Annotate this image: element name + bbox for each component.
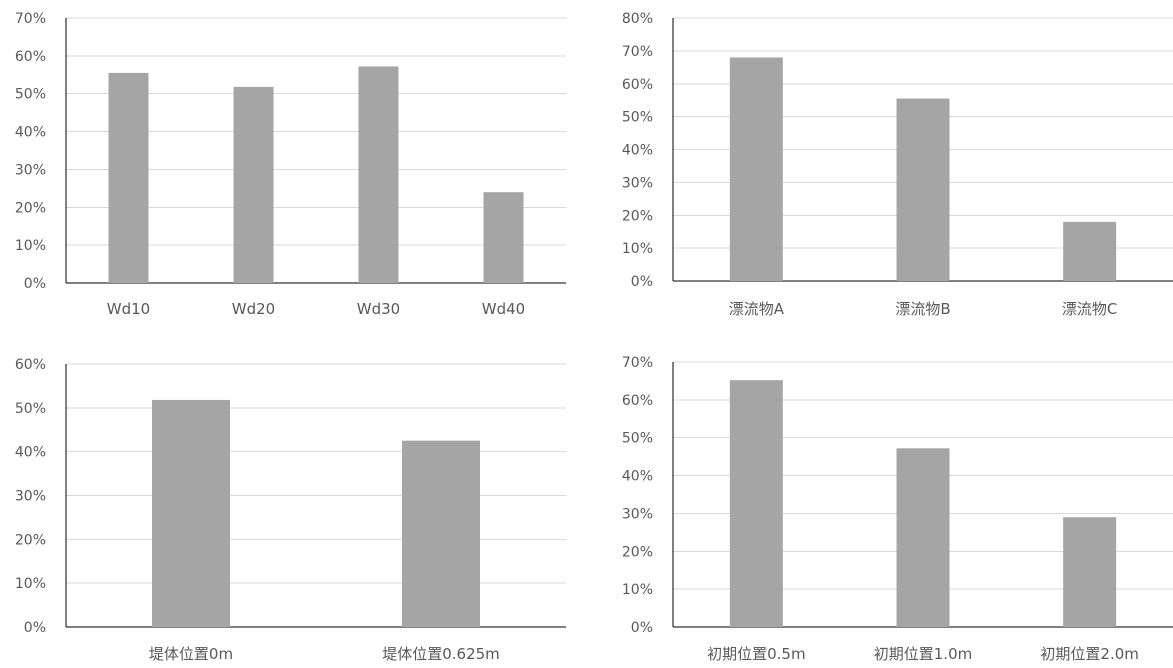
y-tick-label: 70% bbox=[15, 11, 46, 27]
y-tick-label: 20% bbox=[15, 532, 46, 548]
y-tick-label: 10% bbox=[15, 576, 46, 592]
y-tick-label: 60% bbox=[622, 393, 653, 409]
y-tick-label: 30% bbox=[15, 489, 46, 505]
x-category-label: 漂流物C bbox=[1062, 300, 1117, 318]
y-tick-label: 30% bbox=[622, 506, 653, 522]
chart-initial-position-svg: 0% 10% 20% 30% 40% 50% 60% 70% 初期位置0.5m 初期位置1.0m 初… bbox=[622, 355, 1173, 663]
y-tick-label: 0% bbox=[24, 620, 46, 636]
bar bbox=[896, 98, 950, 281]
bar bbox=[483, 192, 524, 283]
y-tick-label: 0% bbox=[631, 274, 653, 290]
x-category-label: 堤体位置0m bbox=[149, 645, 233, 663]
y-tick-label: 60% bbox=[15, 357, 46, 373]
bar bbox=[1063, 517, 1117, 627]
x-category-label: Wd20 bbox=[232, 300, 275, 318]
chart-levee-position-svg: 0% 10% 20% 30% 40% 50% 60% 堤体位置0m 堤体位置0.625m bbox=[15, 357, 566, 663]
y-tick-label: 80% bbox=[622, 11, 653, 27]
chart-wd: 0% 10% 20% 30% 40% 50% 60% 70% Wd10 Wd20 Wd30 Wd40 bbox=[0, 0, 580, 334]
y-tick-label: 30% bbox=[15, 162, 46, 178]
y-tick-label: 20% bbox=[622, 208, 653, 224]
chart-debris-type-svg: 0% 10% 20% 30% 40% 50% 60% 70% 80% 漂流物A 漂流物B 漂流物C bbox=[622, 11, 1173, 318]
y-tick-label: 50% bbox=[15, 401, 46, 417]
y-tick-label: 40% bbox=[622, 143, 653, 159]
x-category-label: 初期位置2.0m bbox=[1040, 645, 1138, 663]
chart-wd-svg: 0% 10% 20% 30% 40% 50% 60% 70% Wd10 Wd20 Wd30 Wd40 bbox=[15, 11, 566, 318]
x-category-label: 堤体位置0.625m bbox=[382, 645, 500, 663]
y-tick-label: 70% bbox=[622, 44, 653, 60]
bar bbox=[1063, 221, 1117, 281]
y-tick-label: 0% bbox=[24, 276, 46, 292]
y-tick-label: 50% bbox=[622, 431, 653, 447]
y-tick-label: 50% bbox=[622, 110, 653, 126]
bar bbox=[729, 57, 783, 282]
chart-debris-type: 0% 10% 20% 30% 40% 50% 60% 70% 80% 漂流物A 漂流物B 漂流物C bbox=[590, 0, 1173, 334]
x-category-label: 漂流物A bbox=[729, 300, 785, 318]
x-category-label: 漂流物B bbox=[895, 300, 950, 318]
bar bbox=[896, 448, 950, 627]
bar bbox=[233, 86, 274, 284]
x-category-label: 初期位置0.5m bbox=[707, 645, 805, 663]
chart-levee-position: 0% 10% 20% 30% 40% 50% 60% 堤体位置0m 堤体位置0.625m bbox=[0, 334, 580, 668]
y-tick-label: 60% bbox=[622, 77, 653, 93]
y-tick-label: 10% bbox=[15, 238, 46, 254]
x-category-label: Wd30 bbox=[357, 300, 400, 318]
y-tick-label: 50% bbox=[15, 87, 46, 103]
y-tick-label: 40% bbox=[15, 445, 46, 461]
y-tick-label: 40% bbox=[622, 469, 653, 485]
x-category-label: 初期位置1.0m bbox=[874, 645, 972, 663]
y-tick-label: 30% bbox=[622, 175, 653, 191]
y-tick-label: 60% bbox=[15, 49, 46, 65]
y-tick-label: 70% bbox=[622, 355, 653, 371]
y-tick-label: 20% bbox=[622, 544, 653, 560]
y-tick-label: 10% bbox=[622, 582, 653, 598]
x-category-label: Wd10 bbox=[107, 300, 150, 318]
bar bbox=[402, 440, 480, 627]
chart-initial-position: 0% 10% 20% 30% 40% 50% 60% 70% 初期位置0.5m 初期位置1.0m 初… bbox=[590, 334, 1173, 668]
bar bbox=[152, 399, 230, 627]
y-tick-label: 40% bbox=[15, 125, 46, 141]
bar bbox=[108, 72, 149, 284]
bar bbox=[358, 66, 399, 283]
y-tick-label: 0% bbox=[631, 620, 653, 636]
bar bbox=[729, 380, 783, 627]
y-tick-label: 20% bbox=[15, 200, 46, 216]
x-category-label: Wd40 bbox=[482, 300, 525, 318]
y-tick-label: 10% bbox=[622, 241, 653, 257]
